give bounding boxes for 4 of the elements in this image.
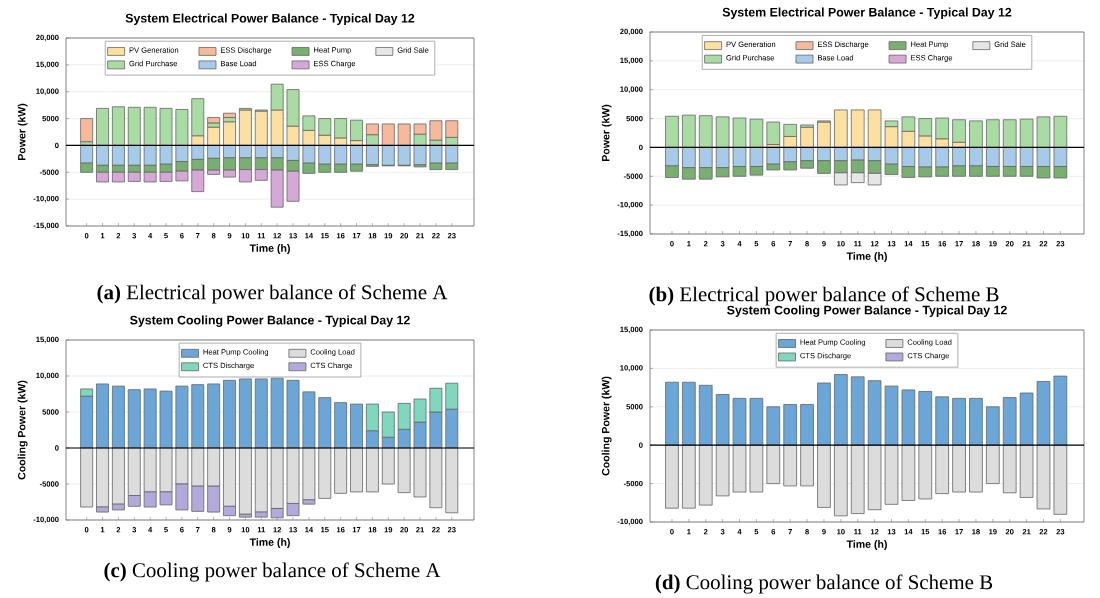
text: (c) Cooling power balance of Scheme A xyxy=(104,562,441,582)
text: (a) Electrical power balance of Scheme A xyxy=(97,284,448,304)
text: (d) Cooling power balance of Scheme B xyxy=(655,574,993,594)
text: (b) Electrical power balance of Scheme B xyxy=(649,286,999,306)
